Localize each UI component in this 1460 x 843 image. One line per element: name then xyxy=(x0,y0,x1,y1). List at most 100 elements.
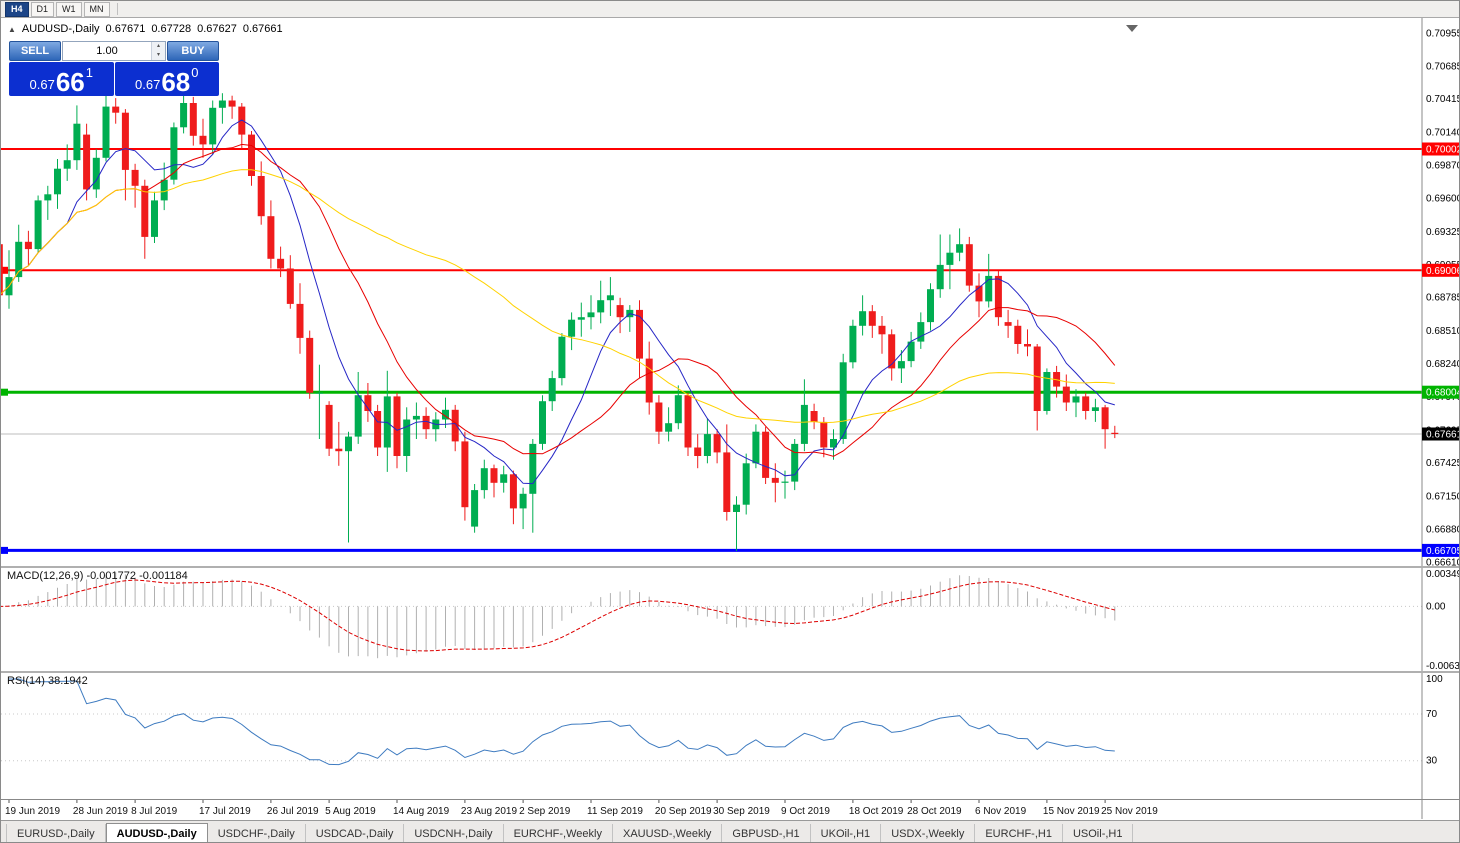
chart-symbol-label: AUDUSD-,Daily xyxy=(21,23,100,35)
svg-text:0.67425: 0.67425 xyxy=(1426,458,1460,469)
svg-text:20 Sep 2019: 20 Sep 2019 xyxy=(655,806,712,817)
one-click-trading-panel: SELL ▴ ▾ BUY 0.67 66 1 0.67 68 0 xyxy=(9,41,219,96)
ohlc-low-value: 0.67627 xyxy=(197,23,237,35)
timeframe-h4-button[interactable]: H4 xyxy=(5,1,29,17)
buy-price-display[interactable]: 0.67 68 0 xyxy=(114,62,219,97)
sell-price-pip-digit: 1 xyxy=(85,65,93,80)
svg-text:15 Nov 2019: 15 Nov 2019 xyxy=(1043,806,1100,817)
buy-price-prefix: 0.67 xyxy=(135,77,161,92)
svg-text:0.66610: 0.66610 xyxy=(1426,557,1460,566)
svg-text:26 Jul 2019: 26 Jul 2019 xyxy=(267,806,319,817)
macd-indicator-label: MACD(12,26,9) -0.001772 -0.001184 xyxy=(7,570,188,582)
svg-text:5 Aug 2019: 5 Aug 2019 xyxy=(325,806,376,817)
volume-input[interactable] xyxy=(63,42,151,60)
svg-text:0.69600: 0.69600 xyxy=(1426,193,1460,204)
chart-tab-usoil-h1[interactable]: USOil-,H1 xyxy=(1063,824,1134,842)
svg-text:25 Nov 2019: 25 Nov 2019 xyxy=(1101,806,1158,817)
rsi-axis: 100 70 30 xyxy=(1421,673,1443,799)
svg-text:19 Jun 2019: 19 Jun 2019 xyxy=(5,806,60,817)
chart-tab-usdcad-daily[interactable]: USDCAD-,Daily xyxy=(306,824,405,842)
svg-text:0.68240: 0.68240 xyxy=(1426,359,1460,370)
date-axis[interactable]: 19 Jun 2019 28 Jun 2019 8 Jul 2019 17 Jul 2… xyxy=(1,799,1459,819)
svg-text:70: 70 xyxy=(1426,709,1438,720)
sell-button[interactable]: SELL xyxy=(9,41,61,61)
macd-signal-line xyxy=(1,579,1115,652)
sell-price-prefix: 0.67 xyxy=(29,77,55,92)
one-click-controls-row: SELL ▴ ▾ BUY xyxy=(9,41,219,61)
volume-box: ▴ ▾ xyxy=(62,41,166,61)
chart-tab-usdchf-daily[interactable]: USDCHF-,Daily xyxy=(208,824,306,842)
svg-text:100: 100 xyxy=(1426,674,1443,685)
macd-indicator-canvas[interactable]: 0.00349 0.00 -0.00637 xyxy=(1,568,1460,671)
candlestick-layer xyxy=(1,90,1119,551)
svg-text:0.68510: 0.68510 xyxy=(1426,326,1460,337)
svg-text:28 Jun 2019: 28 Jun 2019 xyxy=(73,806,128,817)
chart-tab-eurchf-h1[interactable]: EURCHF-,H1 xyxy=(975,824,1063,842)
svg-text:0.00349: 0.00349 xyxy=(1426,569,1460,580)
date-tick-labels: 19 Jun 2019 28 Jun 2019 8 Jul 2019 17 Jul 2… xyxy=(5,800,1423,819)
svg-text:0.70140: 0.70140 xyxy=(1426,128,1460,139)
svg-text:0.70415: 0.70415 xyxy=(1426,94,1460,105)
chart-tab-eurchf-weekly[interactable]: EURCHF-,Weekly xyxy=(504,824,613,842)
price-axis[interactable]: 0.70955 0.70685 0.70415 0.70140 0.69870 0.696… xyxy=(1421,18,1460,566)
svg-text:30: 30 xyxy=(1426,756,1438,767)
macd-axis: 0.00349 0.00 -0.00637 xyxy=(1421,568,1460,671)
toolbar-separator xyxy=(116,3,118,15)
svg-text:0.70002: 0.70002 xyxy=(1426,145,1460,156)
chart-title: ▲ AUDUSD-,Daily 0.67671 0.67728 0.67627 … xyxy=(8,23,283,35)
ohlc-high-value: 0.67728 xyxy=(151,23,192,35)
rsi-indicator-label: RSI(14) 38.1942 xyxy=(7,675,88,687)
volume-spinner: ▴ ▾ xyxy=(151,42,165,60)
svg-text:0.67661: 0.67661 xyxy=(1426,430,1460,441)
chart-tab-ukoil-h1[interactable]: UKOil-,H1 xyxy=(811,824,882,842)
ohlc-open-value: 0.67671 xyxy=(105,23,146,35)
chart-tab-usdx-weekly[interactable]: USDX-,Weekly xyxy=(881,824,976,842)
svg-text:8 Jul 2019: 8 Jul 2019 xyxy=(131,806,178,817)
svg-text:6 Nov 2019: 6 Nov 2019 xyxy=(975,806,1027,817)
svg-text:23 Aug 2019: 23 Aug 2019 xyxy=(461,806,518,817)
chart-tab-bar: EURUSD-,Daily AUDUSD-,Daily USDCHF-,Daily U… xyxy=(1,820,1459,842)
svg-text:11 Sep 2019: 11 Sep 2019 xyxy=(587,806,643,817)
sell-price-big-digits: 66 xyxy=(55,66,85,97)
rsi-line xyxy=(9,678,1115,766)
rsi-indicator-canvas[interactable]: 100 70 30 xyxy=(1,673,1459,799)
price-chart-canvas[interactable]: 0.70955 0.70685 0.70415 0.70140 0.69870 0.696… xyxy=(1,18,1460,566)
chart-tab-audusd-daily[interactable]: AUDUSD-,Daily xyxy=(105,823,208,842)
timeframe-w1-button[interactable]: W1 xyxy=(56,1,82,17)
panel-resize-separator[interactable] xyxy=(1,671,1459,673)
one-click-collapse-icon[interactable]: ▲ xyxy=(8,24,16,34)
buy-price-big-digits: 68 xyxy=(161,66,191,97)
volume-up-button[interactable]: ▴ xyxy=(152,42,165,51)
timeframe-toolbar: H4 D1 W1 MN xyxy=(1,1,1459,18)
svg-text:18 Oct 2019: 18 Oct 2019 xyxy=(849,806,904,817)
chart-tab-eurusd-daily[interactable]: EURUSD-,Daily xyxy=(6,824,106,842)
chart-tab-usdcnh-daily[interactable]: USDCNH-,Daily xyxy=(404,824,504,842)
ohlc-close-value: 0.67661 xyxy=(242,23,283,35)
timeframe-d1-button[interactable]: D1 xyxy=(30,1,55,17)
svg-text:0.70955: 0.70955 xyxy=(1426,29,1460,40)
one-click-prices-row: 0.67 66 1 0.67 68 0 xyxy=(9,62,219,96)
svg-text:9 Oct 2019: 9 Oct 2019 xyxy=(781,806,830,817)
chart-tab-xauusd-weekly[interactable]: XAUUSD-,Weekly xyxy=(613,824,723,842)
sell-price-display[interactable]: 0.67 66 1 xyxy=(9,62,114,96)
svg-text:0.66705: 0.66705 xyxy=(1426,546,1460,557)
svg-text:17 Jul 2019: 17 Jul 2019 xyxy=(199,806,251,817)
svg-text:28 Oct 2019: 28 Oct 2019 xyxy=(907,806,962,817)
svg-text:30 Sep 2019: 30 Sep 2019 xyxy=(713,806,770,817)
svg-text:0.69870: 0.69870 xyxy=(1426,161,1460,172)
buy-price-pip-digit: 0 xyxy=(191,65,199,80)
chart-shift-marker-icon[interactable] xyxy=(1126,25,1138,32)
svg-text:0.66880: 0.66880 xyxy=(1426,525,1460,536)
chart-tab-gbpusd-h1[interactable]: GBPUSD-,H1 xyxy=(722,824,811,842)
buy-button[interactable]: BUY xyxy=(167,41,219,61)
svg-text:0.68785: 0.68785 xyxy=(1426,293,1460,304)
timeframe-mn-button[interactable]: MN xyxy=(83,1,110,17)
svg-text:-0.00637: -0.00637 xyxy=(1426,661,1460,671)
volume-down-button[interactable]: ▾ xyxy=(152,51,165,60)
svg-text:0.69325: 0.69325 xyxy=(1426,227,1460,238)
panel-resize-separator[interactable] xyxy=(1,566,1459,568)
horizontal-lines-layer[interactable] xyxy=(1,148,1422,554)
svg-text:0.70685: 0.70685 xyxy=(1426,61,1460,72)
svg-text:14 Aug 2019: 14 Aug 2019 xyxy=(393,806,450,817)
